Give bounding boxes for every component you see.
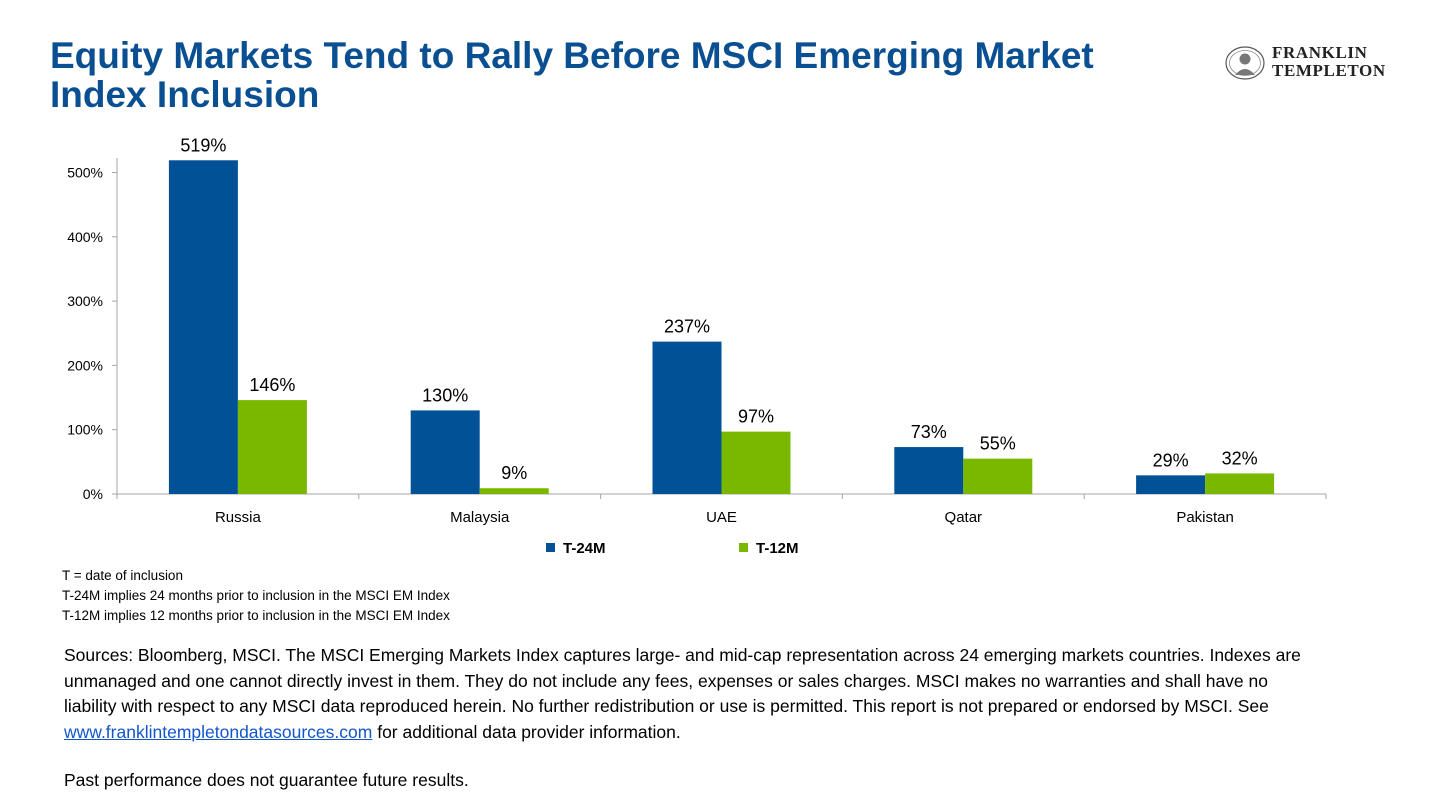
x-category-label: Qatar: [945, 509, 983, 526]
data-label: 519%: [180, 135, 226, 155]
bar-chart: 0% 100% 200% 300% 400% 500% 519% 146% Russia 130%…: [67, 135, 1327, 526]
bar-t24m-pakistan: [1136, 475, 1206, 494]
bar-t12m-pakistan: [1205, 473, 1275, 494]
note-line: T-24M implies 24 months prior to inclusi…: [62, 588, 450, 603]
legend-swatch-t24m: [546, 543, 555, 552]
data-label: 29%: [1153, 450, 1189, 470]
x-category-label: Pakistan: [1176, 509, 1234, 526]
x-category-label: Russia: [215, 509, 262, 526]
note-line: T = date of inclusion: [62, 568, 183, 583]
x-category-label: UAE: [706, 509, 737, 526]
data-label: 55%: [980, 434, 1016, 454]
y-tick-label: 400%: [67, 229, 103, 245]
legend-item-t12m: T-12M: [739, 540, 799, 557]
franklin-portrait-icon: [1225, 46, 1265, 80]
bar-t24m-qatar: [894, 447, 964, 494]
bar-t24m-russia: [168, 160, 238, 494]
franklin-templeton-logo: FRANKLIN TEMPLETON: [1222, 42, 1402, 84]
logo-text-line-2: TEMPLETON: [1272, 61, 1386, 80]
bar-t24m-malaysia: [410, 410, 480, 494]
page-title: Equity Markets Tend to Rally Before MSCI…: [50, 35, 1094, 115]
y-tick-label: 100%: [67, 422, 103, 438]
bar-t12m-russia: [237, 400, 307, 494]
y-tick-label: 500%: [67, 165, 103, 181]
y-tick-label: 0%: [83, 486, 103, 502]
chart-notes: T = date of inclusion T-24M implies 24 m…: [62, 566, 450, 626]
x-category-label: Malaysia: [450, 509, 510, 526]
sources-text: Sources: Bloomberg, MSCI. The MSCI Emerg…: [64, 645, 1301, 716]
bar-t12m-qatar: [963, 458, 1033, 494]
legend-item-t24m: T-24M: [546, 540, 606, 557]
data-sources-link[interactable]: www.franklintempletondatasources.com: [64, 721, 373, 742]
bar-t24m-uae: [652, 341, 722, 494]
logo-text-line-1: FRANKLIN: [1272, 43, 1368, 62]
data-label: 237%: [664, 317, 710, 337]
legend-label-t12m: T-12M: [756, 540, 799, 557]
data-label: 32%: [1222, 448, 1258, 468]
data-label: 97%: [738, 407, 774, 427]
data-label: 146%: [249, 375, 295, 395]
legend-label-t24m: T-24M: [563, 540, 606, 557]
data-label: 130%: [422, 385, 468, 405]
performance-disclaimer: Past performance does not guarantee futu…: [64, 770, 469, 790]
sources-paragraph: Sources: Bloomberg, MSCI. The MSCI Emerg…: [64, 643, 1314, 745]
note-line: T-12M implies 12 months prior to inclusi…: [62, 608, 450, 623]
sources-text-end: for additional data provider information…: [372, 721, 681, 742]
bar-t12m-malaysia: [479, 488, 549, 494]
y-tick-label: 200%: [67, 357, 103, 373]
y-tick-label: 300%: [67, 293, 103, 309]
bar-t12m-uae: [721, 431, 791, 494]
legend-swatch-t12m: [739, 543, 748, 552]
data-label: 9%: [501, 463, 527, 483]
data-label: 73%: [911, 422, 947, 442]
